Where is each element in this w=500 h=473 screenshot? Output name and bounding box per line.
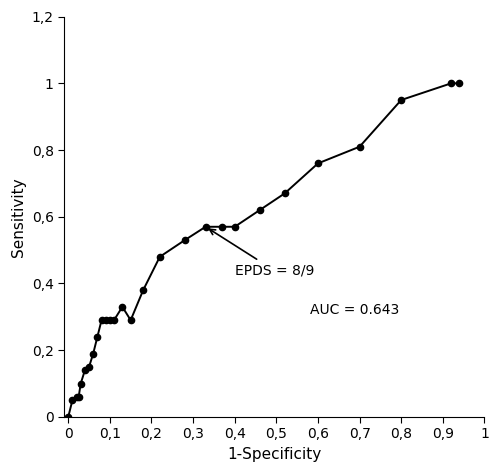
X-axis label: 1-Specificity: 1-Specificity bbox=[227, 447, 322, 462]
Text: EPDS = 8/9: EPDS = 8/9 bbox=[210, 229, 314, 278]
Text: AUC = 0.643: AUC = 0.643 bbox=[310, 303, 399, 317]
Y-axis label: Sensitivity: Sensitivity bbox=[11, 177, 26, 256]
